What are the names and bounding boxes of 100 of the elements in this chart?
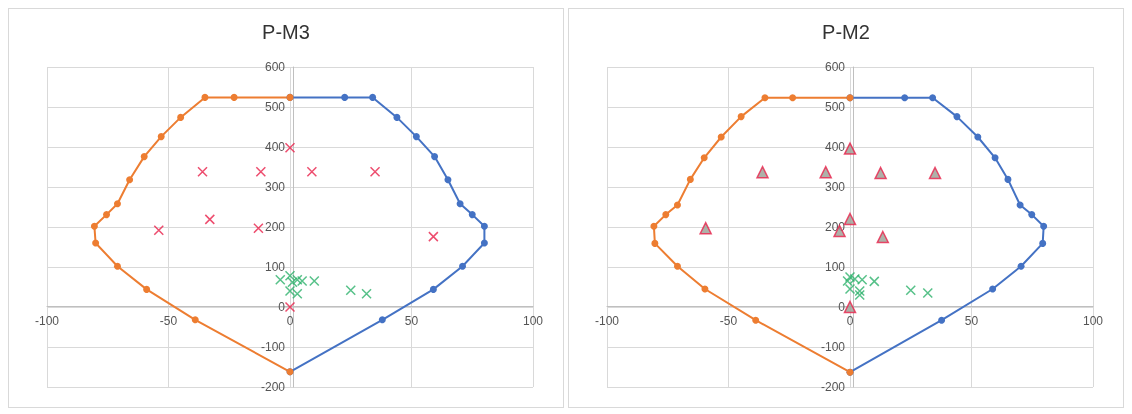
point [843, 142, 857, 155]
point [901, 94, 909, 102]
point [230, 93, 238, 101]
chart-title: P-M3 [262, 21, 310, 43]
point [306, 166, 318, 178]
point [686, 175, 694, 183]
point [673, 201, 681, 209]
point [296, 275, 308, 287]
point [90, 222, 98, 230]
point [103, 211, 111, 219]
point [143, 285, 151, 293]
y-tick-label: 300 [264, 180, 286, 194]
point [1028, 211, 1036, 219]
point [991, 154, 999, 162]
point [700, 154, 708, 162]
point [928, 166, 942, 180]
point [849, 273, 861, 285]
point [341, 93, 349, 101]
point [378, 316, 386, 324]
point [113, 262, 121, 270]
point [126, 176, 134, 184]
point [989, 285, 997, 293]
point [480, 222, 488, 230]
point [140, 153, 148, 161]
point [662, 211, 670, 219]
point [761, 94, 769, 102]
point [292, 274, 303, 286]
point [191, 316, 199, 324]
y-tick-label: -200 [260, 380, 286, 394]
point [284, 301, 296, 313]
point [699, 221, 712, 235]
y-tick-label: 500 [264, 100, 286, 114]
y-tick-label: 600 [824, 60, 846, 74]
point [953, 113, 961, 121]
y-tick-label: 0 [838, 300, 846, 314]
point [345, 284, 356, 296]
x-tick-label: -100 [34, 313, 60, 328]
point [756, 165, 769, 179]
point [974, 133, 982, 141]
point [922, 287, 934, 299]
point [428, 231, 439, 242]
point [197, 166, 208, 178]
x-tick-label: -50 [159, 313, 178, 328]
point [412, 133, 420, 141]
y-tick-label: 300 [824, 180, 846, 194]
point [431, 153, 439, 161]
point [1040, 222, 1048, 230]
y-tick-label: 200 [264, 220, 286, 234]
point [204, 214, 216, 225]
point [255, 166, 267, 178]
point [361, 288, 372, 300]
point [393, 113, 401, 121]
point [1004, 175, 1012, 183]
point [1039, 239, 1047, 247]
point [876, 230, 890, 244]
point [275, 274, 286, 286]
point [369, 93, 377, 101]
point [673, 262, 681, 270]
point [113, 200, 121, 208]
chart-title: P-M2 [822, 21, 870, 43]
point [369, 166, 381, 178]
point [843, 212, 857, 226]
x-tick-label: 100 [1082, 313, 1104, 328]
point [284, 142, 296, 154]
y-tick-label: 400 [824, 140, 846, 154]
point [456, 200, 464, 208]
point [650, 222, 658, 230]
y-tick-label: 100 [824, 260, 846, 274]
y-tick-label: -100 [820, 340, 846, 354]
point [905, 284, 916, 296]
point [468, 211, 476, 219]
point [869, 276, 880, 287]
point [284, 270, 296, 282]
point [752, 316, 760, 324]
point [737, 113, 745, 121]
point [292, 288, 303, 300]
point [929, 94, 937, 102]
point [177, 113, 185, 121]
y-tick-label: 0 [278, 300, 286, 314]
point [201, 93, 209, 101]
point [938, 316, 946, 324]
point [157, 133, 165, 141]
x-tick-label: 100 [522, 313, 544, 328]
point [480, 239, 488, 247]
point [253, 222, 264, 234]
point [1017, 262, 1025, 270]
point [92, 239, 100, 247]
point [309, 275, 320, 287]
y-tick-label: 400 [264, 140, 286, 154]
point [874, 166, 887, 180]
point [153, 224, 165, 236]
point [651, 239, 659, 247]
point [429, 285, 437, 293]
x-tick-label: 50 [404, 313, 419, 328]
y-tick-label: 100 [264, 260, 286, 274]
point [843, 300, 857, 314]
point [444, 176, 452, 184]
x-tick-label: 50 [964, 313, 979, 328]
point [717, 133, 725, 141]
y-tick-label: -200 [820, 380, 846, 394]
